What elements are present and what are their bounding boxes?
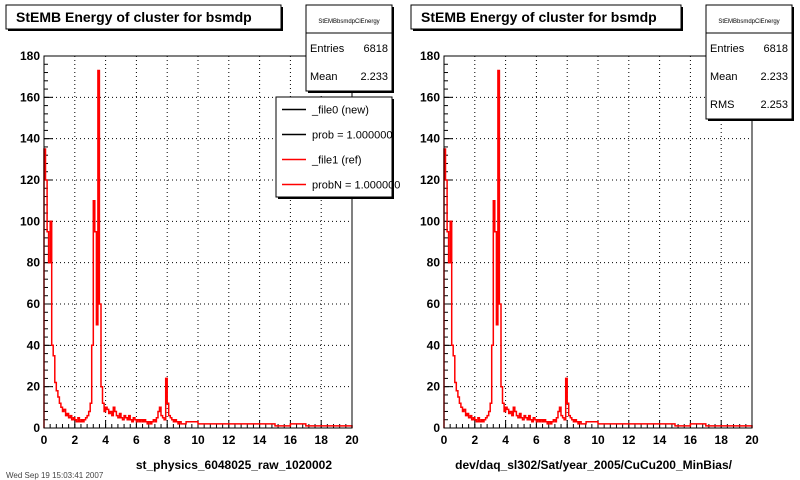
y-tick-label: 160	[420, 90, 440, 104]
x-tick-label: 16	[284, 433, 298, 447]
y-tick-label: 160	[20, 90, 40, 104]
plot-frame	[443, 55, 753, 429]
y-tick-label: 0	[33, 421, 40, 435]
stats-box	[305, 4, 393, 92]
x-tick-label: 10	[591, 433, 605, 447]
plot-frame-border	[443, 55, 753, 429]
x-tick-label: 0	[41, 433, 48, 447]
y-tick-label: 140	[20, 132, 40, 146]
x-tick-label: 8	[164, 433, 171, 447]
stats-row-label: Mean	[310, 71, 338, 83]
title-box	[410, 4, 682, 30]
histogram-panel-2: 0 2 4 6 8 10 12 14 16 18 20 0 20 40 60 80 100 120 140 160 18…	[410, 4, 794, 472]
y-tick-label: 60	[27, 297, 41, 311]
chart-title: StEMB Energy of cluster for bsmdp	[421, 9, 657, 25]
y-tick-label: 180	[420, 49, 440, 63]
x-tick-label: 2	[471, 433, 478, 447]
stats-row-value: 2.233	[360, 71, 388, 83]
plot-frame-border	[43, 55, 353, 429]
stats-name: StEMBbsmdpClEnergy	[318, 19, 379, 25]
stats-name: StEMBbsmdpClEnergy	[718, 19, 779, 25]
stats-row-value: 6818	[364, 43, 388, 55]
stats-row-label: Mean	[710, 71, 738, 83]
x-tick-label: 12	[622, 433, 636, 447]
y-tick-label: 120	[420, 173, 440, 187]
stats-box	[705, 4, 793, 120]
x-tick-label: 6	[533, 433, 540, 447]
stats-row-value: 2.233	[760, 71, 788, 83]
x-tick-label: 20	[345, 433, 359, 447]
legend-box	[275, 96, 393, 198]
chart-title: StEMB Energy of cluster for bsmdp	[16, 9, 252, 25]
histogram-panel-1: 0 2 4 6 8 10 12 14 16 18 20 0 20 40 60 80 100 120 140 160 18…	[5, 4, 400, 472]
y-tick-label: 180	[20, 49, 40, 63]
x-axis-label: st_physics_6048025_raw_1020002	[136, 458, 332, 472]
x-tick-label: 18	[715, 433, 729, 447]
legend-entry: _file1 (ref)	[311, 155, 362, 167]
stats-row-value: 6818	[764, 43, 788, 55]
x-tick-label: 14	[653, 433, 667, 447]
title-box	[5, 4, 282, 30]
y-tick-label: 60	[427, 297, 441, 311]
x-tick-label: 2	[71, 433, 78, 447]
y-tick-label: 140	[420, 132, 440, 146]
x-tick-label: 4	[102, 433, 109, 447]
x-tick-label: 10	[191, 433, 205, 447]
y-tick-label: 80	[427, 256, 441, 270]
y-tick-label: 100	[420, 214, 440, 228]
x-tick-label: 12	[222, 433, 236, 447]
footer-timestamp: Wed Sep 19 15:03:41 2007	[6, 471, 104, 480]
series-line-1	[443, 69, 753, 428]
x-tick-label: 0	[441, 433, 448, 447]
y-tick-label: 20	[427, 380, 441, 394]
x-tick-label: 16	[684, 433, 698, 447]
legend-entry: _file0 (new)	[311, 105, 369, 117]
legend-entry: probN = 1.000000	[312, 180, 400, 192]
y-tick-label: 40	[427, 338, 441, 352]
y-tick-label: 0	[433, 421, 440, 435]
x-tick-label: 8	[564, 433, 571, 447]
x-axis-label: dev/daq_sl302/Sat/year_2005/CuCu200_MinB…	[455, 458, 732, 472]
stats-row-value: 2.253	[760, 99, 788, 111]
x-tick-label: 20	[745, 433, 759, 447]
y-tick-label: 120	[20, 173, 40, 187]
y-tick-label: 20	[27, 380, 41, 394]
x-tick-label: 18	[315, 433, 329, 447]
stats-row-label: Entries	[710, 43, 745, 55]
series-line-1	[43, 69, 353, 428]
x-tick-label: 6	[133, 433, 140, 447]
stats-row-label: Entries	[310, 43, 345, 55]
stats-row-label: RMS	[710, 99, 734, 111]
y-tick-label: 40	[27, 338, 41, 352]
x-tick-label: 14	[253, 433, 267, 447]
y-tick-label: 80	[27, 256, 41, 270]
legend-entry: prob = 1.000000	[312, 130, 392, 142]
x-tick-label: 4	[502, 433, 509, 447]
y-tick-label: 100	[20, 214, 40, 228]
